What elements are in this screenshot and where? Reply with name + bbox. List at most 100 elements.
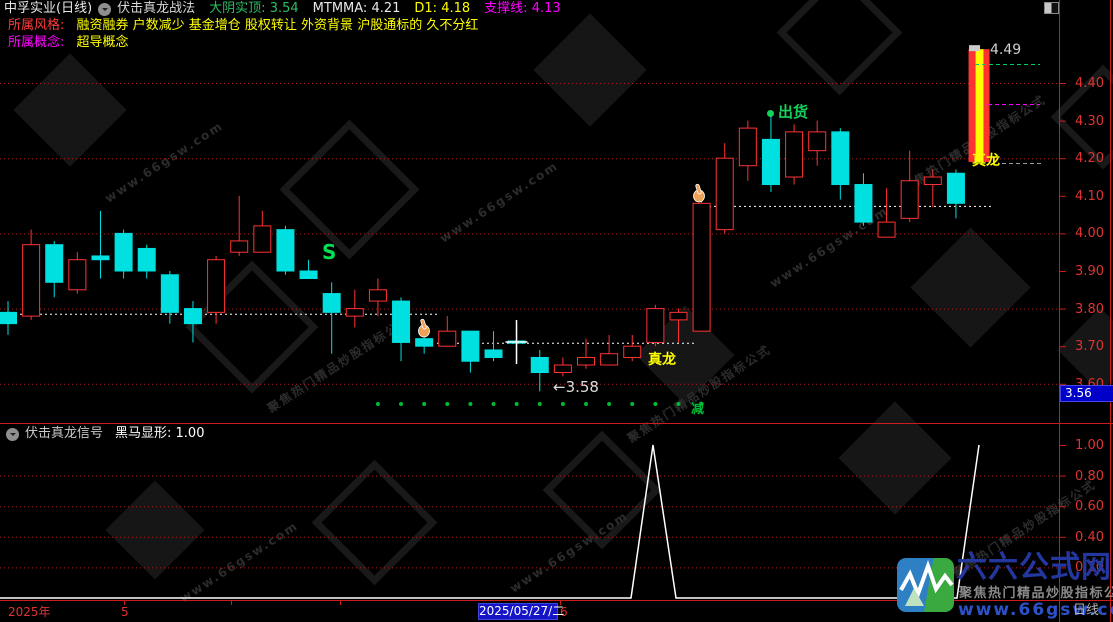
signal-panel-header: 伏击真龙信号 黑马显形: 1.00 [4,426,205,441]
datebar-year: 2025年 [8,605,51,619]
site-logo [897,558,954,612]
candle-up [230,240,249,253]
candle-down [946,172,965,204]
candle-up [623,345,642,358]
green-dot [607,402,612,406]
sell-signal-label: 出货 [778,103,809,121]
candle-down [530,356,549,374]
green-dot [699,402,704,406]
y-axis-label: 4.30 [1075,113,1104,129]
hand-icon [693,183,705,203]
green-dot [630,402,635,406]
green-dot [584,402,588,406]
candle-up [923,176,942,186]
dragon-label-2: 真龙 [972,153,1000,169]
candle-down [276,229,295,272]
site-name: 六六公式网 [957,550,1112,585]
stat-zhichengxian: 支撑线: 4.13 [484,1,561,16]
logo-triangle [905,588,924,606]
candle-up [345,308,364,317]
candle-up [253,225,272,253]
candle-down [0,311,17,325]
current-bar-stripe [975,49,984,162]
green-dot [676,402,681,406]
candle-down [137,247,156,272]
current-bar-stripe [968,49,976,162]
green-dot [399,402,404,406]
site-tagline: 聚焦热门精品炒股指标公式 [959,586,1113,601]
low-price-label: ←3.58 [553,378,599,396]
y-axis-label: 4.10 [1075,188,1104,204]
candle-down [461,330,480,362]
stat-dayin: 大阴实顶: 3.54 [209,1,299,16]
reduce-label: 减 [691,402,705,417]
period-label[interactable]: 日线 [1073,603,1100,618]
y-axis-label: 1.00 [1075,438,1104,453]
candle-up [785,131,804,178]
current-bar-top-marker [969,45,981,52]
datebar-month-5: 5 [121,605,129,619]
strategy-name: 伏击真龙战法 [117,1,196,16]
sell-signal-dot [767,110,774,117]
candle-up [669,311,688,321]
current-bar-stripe [983,49,990,162]
stat-mtmma: MTMMA: 4.21 [312,1,401,16]
candle-up [646,308,665,343]
high-price-label: 4.49 [990,42,1022,58]
candle-up [808,131,827,152]
site-url: www.66gsw.com [958,600,1113,620]
candle-up [738,127,757,167]
stock-title: 中孚实业(日线) [4,1,93,16]
candle-down [91,255,110,261]
signal-panel-title: 伏击真龙信号 [25,426,104,441]
signal-line [0,444,980,599]
header-line-1: 中孚实业(日线) 伏击真龙战法 大阴实顶: 3.54 MTMMA: 4.21 D… [4,1,561,16]
candle-down [114,232,133,272]
signal-panel-value: 黑马显形: 1.00 [115,426,205,441]
y-axis-label: 3.90 [1075,264,1104,279]
candle-down [415,338,434,347]
green-dot [560,402,565,406]
candle-up [368,289,387,302]
candle-up [207,259,226,313]
y-axis-label: 0.40 [1075,529,1104,545]
stat-d1: D1: 4.18 [414,1,471,16]
candle-up [438,330,457,347]
green-dot [422,402,427,406]
concept-label: 所属概念: [8,35,65,50]
candle-up [877,221,896,238]
y-axis-label: 3.70 [1075,339,1104,355]
y-axis-label: 0.20 [1075,560,1104,576]
green-dot [445,402,450,406]
green-dot [375,402,380,406]
candle-up [68,259,87,291]
candle-down [854,184,873,223]
dragon-label-1: 真龙 [648,352,676,368]
y-axis-label: 4.00 [1075,226,1104,242]
style-items: 融资融券 户数减少 基金增仓 股权转让 外资背景 沪股通标的 久不分红 [76,18,479,33]
logo-zigzag [899,559,954,600]
candle-up [553,364,572,374]
green-dot [653,402,658,406]
candle-up [900,180,919,219]
candle-down [299,270,318,280]
green-dot [537,402,542,406]
green-dot [491,402,496,406]
current-price-marker: 3.56 [1060,385,1113,402]
collapse-main-icon[interactable] [98,2,112,16]
candle-up [715,157,734,231]
candle-down [392,300,411,343]
candle-up [692,202,711,332]
candle-down [160,274,179,313]
concept-value: 超导概念 [76,35,129,50]
candle-down [183,308,202,325]
window-restore-icon[interactable] [1044,2,1059,14]
y-axis-label: 4.40 [1075,76,1104,91]
candle-down [761,138,780,186]
collapse-signal-icon[interactable] [6,427,19,441]
candle-up [577,356,595,366]
header-line-concept: 所属概念: 超导概念 [8,35,129,50]
s-signal-label: S [322,240,337,264]
